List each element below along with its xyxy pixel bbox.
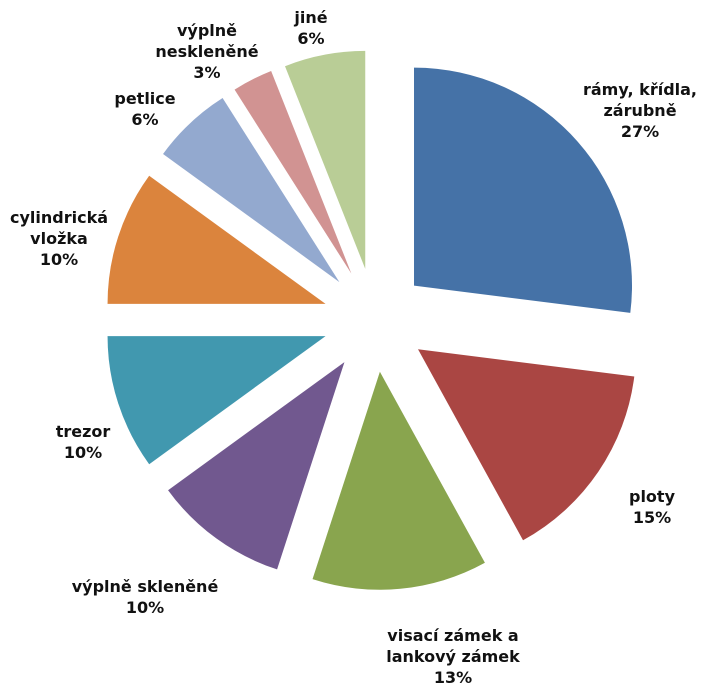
slice-label: petlice 6%: [114, 89, 175, 129]
slice-percent: 10%: [40, 250, 78, 269]
slice-label: trezor 10%: [56, 422, 111, 462]
pie-slice: [312, 371, 485, 590]
pie-slice: [163, 98, 340, 283]
slice-label: cylindrická vložka 10%: [10, 208, 108, 269]
pie-slice: [418, 349, 635, 541]
slice-percent: 10%: [64, 443, 102, 462]
slice-name: výplně skleněné: [72, 577, 219, 596]
slice-label: výplně neskleněné 3%: [155, 21, 258, 82]
slice-percent: 6%: [297, 29, 324, 48]
pie-slice: [234, 70, 352, 274]
pie-slice: [107, 336, 326, 465]
pie-slices: [107, 50, 635, 590]
pie-slice: [414, 67, 633, 313]
slice-name: cylindrická: [10, 208, 108, 227]
slice-name: petlice: [114, 89, 175, 108]
slice-percent: 3%: [193, 63, 220, 82]
slice-name: vložka: [30, 229, 88, 248]
slice-label: rámy, křídla, zárubně 27%: [583, 80, 697, 141]
slice-name: trezor: [56, 422, 111, 441]
pie-slice: [168, 362, 345, 570]
slice-name: jiné: [293, 8, 327, 27]
pie-slice: [107, 175, 326, 304]
slice-name: ploty: [629, 487, 676, 506]
slice-percent: 27%: [621, 122, 659, 141]
slice-name: visací zámek a: [387, 626, 518, 645]
pie-slice: [285, 50, 366, 269]
slice-name: zárubně: [603, 101, 676, 120]
slice-name: rámy, křídla,: [583, 80, 697, 99]
slice-name: neskleněné: [155, 42, 258, 61]
slice-name: výplně: [177, 21, 237, 40]
slice-label: visací zámek a lankový zámek 13%: [386, 626, 520, 687]
slice-label: ploty 15%: [629, 487, 676, 527]
slice-label: výplně skleněné 10%: [72, 577, 219, 617]
slice-percent: 6%: [131, 110, 158, 129]
pie-labels: rámy, křídla, zárubně 27% ploty 15% visací zá…: [10, 8, 697, 687]
slice-percent: 10%: [126, 598, 164, 617]
slice-name: lankový zámek: [386, 647, 520, 666]
slice-percent: 15%: [633, 508, 671, 527]
slice-label: jiné 6%: [293, 8, 327, 48]
slice-percent: 13%: [434, 668, 472, 687]
